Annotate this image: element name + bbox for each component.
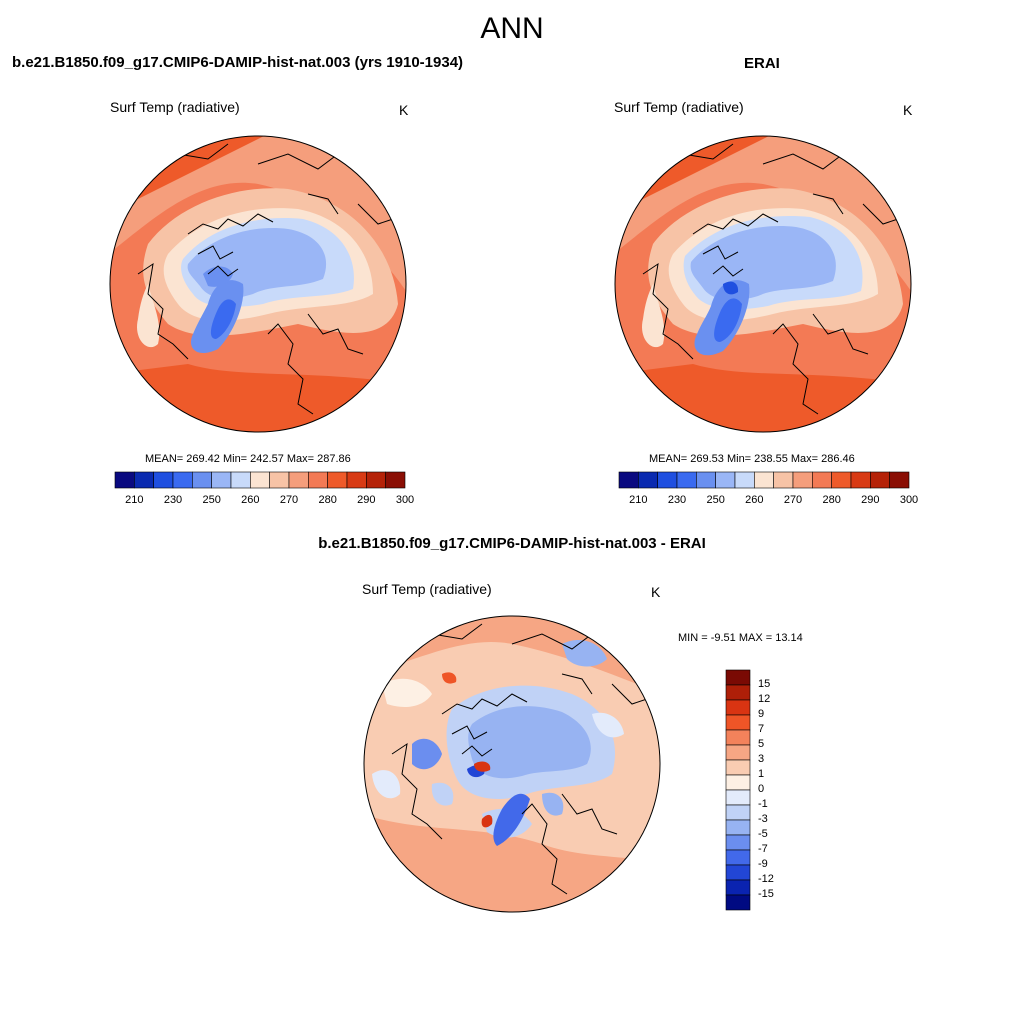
colorbar-panel1-swatch [153, 471, 174, 489]
colorbar-difference-label: 7 [758, 723, 765, 735]
colorbar-panel1-tick-label: 250 [202, 494, 221, 506]
colorbar-panel1-tick-label: 300 [395, 494, 415, 506]
colorbar-panel2-swatch [696, 471, 716, 489]
colorbar-panel1 [114, 471, 406, 489]
colorbar-panel1-swatch [269, 471, 290, 489]
panel1-stats: MEAN= 269.42 Min= 242.57 Max= 287.86 [145, 453, 351, 465]
colorbar-difference-label: -9 [758, 858, 768, 870]
colorbar-panel2-swatch [850, 471, 871, 489]
colorbar-panel1-tick-label: 260 [241, 494, 260, 506]
colorbar-difference-swatch [725, 729, 751, 746]
colorbar-difference-swatch [725, 879, 751, 896]
colorbar-panel2-tick-label: 280 [822, 494, 841, 506]
colorbar-difference-swatch [725, 684, 751, 701]
panel2-units: K [903, 102, 913, 118]
colorbar-panel1-tick-label: 230 [163, 494, 183, 506]
panel1-units: K [399, 102, 409, 118]
colorbar-panel2-swatch [676, 471, 697, 489]
colorbar-difference-label: 0 [758, 783, 765, 795]
colorbar-panel1-swatch [346, 471, 367, 489]
colorbar-difference-swatch [725, 894, 751, 911]
colorbar-panel1-swatch [250, 471, 270, 489]
colorbar-panel2-tick-label: 230 [667, 494, 687, 506]
colorbar-panel1-swatch [192, 471, 212, 489]
page-title: ANN [480, 12, 544, 45]
colorbar-panel2-ticks: 210 230 250 260 270 280 290 300 [619, 494, 918, 508]
colorbar-panel1-ticks: 210 230 250 260 270 280 290 300 [115, 494, 414, 508]
panel3-title: b.e21.B1850.f09_g17.CMIP6-DAMIP-hist-nat… [318, 535, 706, 552]
colorbar-panel2-swatch [734, 471, 755, 489]
panel3-units: K [651, 584, 661, 600]
colorbar-difference-swatch [725, 744, 751, 761]
colorbar-difference-label: -7 [758, 843, 768, 855]
colorbar-difference-swatch [725, 774, 751, 791]
colorbar-panel2-swatch [618, 471, 639, 489]
colorbar-panel2-tick-label: 260 [745, 494, 764, 506]
colorbar-difference-swatch [725, 759, 751, 776]
colorbar-difference-label: -5 [758, 828, 768, 840]
colorbar-difference-swatch [725, 849, 751, 866]
colorbar-panel1-swatch [308, 471, 328, 489]
colorbar-difference-label: -15 [758, 888, 774, 900]
colorbar-difference-swatch [725, 789, 751, 806]
panel2-stats: MEAN= 269.53 Min= 238.55 Max= 286.46 [649, 453, 855, 465]
colorbar-panel2-swatch [792, 471, 813, 489]
colorbar-difference-swatch [725, 714, 751, 731]
colorbar-difference-label: -3 [758, 813, 768, 825]
colorbar-panel2-swatch [773, 471, 794, 489]
colorbar-panel2-tick-label: 250 [706, 494, 725, 506]
colorbar-panel2-swatch [870, 471, 890, 489]
map-panel2 [614, 135, 912, 433]
colorbar-difference-swatch [725, 699, 751, 716]
colorbar-difference-swatch [725, 804, 751, 821]
colorbar-panel1-swatch [288, 471, 309, 489]
colorbar-panel1-swatch [172, 471, 193, 489]
colorbar-difference-label: 1 [758, 768, 765, 780]
panel1-title: b.e21.B1850.f09_g17.CMIP6-DAMIP-hist-nat… [12, 54, 464, 71]
colorbar-panel2-swatch [812, 471, 832, 489]
colorbar-panel2-tick-label: 210 [629, 494, 648, 506]
colorbar-difference-label: -1 [758, 798, 768, 810]
colorbar-difference-label: 15 [758, 678, 771, 690]
panel2-variable: Surf Temp (radiative) [614, 99, 744, 115]
colorbar-difference-label: 9 [758, 708, 765, 720]
colorbar-panel1-tick-label: 270 [279, 494, 299, 506]
panel1-variable: Surf Temp (radiative) [110, 99, 240, 115]
colorbar-panel2-tick-label: 290 [861, 494, 880, 506]
colorbar-panel1-swatch [230, 471, 251, 489]
map-panel3-difference [363, 615, 661, 913]
colorbar-panel2-swatch [831, 471, 852, 489]
colorbar-difference-label: 12 [758, 693, 771, 705]
colorbar-difference-swatch [725, 864, 751, 881]
colorbar-panel1-swatch [385, 471, 406, 489]
colorbar-panel1-swatch [114, 471, 135, 489]
panel2-title: ERAI [744, 55, 780, 72]
colorbar-panel2-swatch [715, 471, 736, 489]
colorbar-difference-label: 5 [758, 738, 765, 750]
colorbar-panel2-swatch [657, 471, 678, 489]
colorbar-difference-swatch [725, 669, 751, 686]
colorbar-panel1-tick-label: 210 [125, 494, 144, 506]
panel3-stats: MIN = -9.51 MAX = 13.14 [678, 632, 803, 644]
colorbar-difference-label: -12 [758, 873, 774, 885]
colorbar-panel2-swatch [754, 471, 774, 489]
colorbar-panel2-swatch [638, 471, 658, 489]
colorbar-panel1-swatch [327, 471, 348, 489]
colorbar-panel2-tick-label: 300 [899, 494, 919, 506]
colorbar-panel1-swatch [211, 471, 232, 489]
colorbar-difference [725, 669, 751, 911]
colorbar-difference-swatch [725, 819, 751, 836]
map-panel1 [109, 135, 407, 433]
colorbar-panel2 [618, 471, 910, 489]
colorbar-difference-label: 3 [758, 753, 765, 765]
colorbar-panel1-tick-label: 280 [318, 494, 337, 506]
colorbar-panel2-swatch [889, 471, 910, 489]
colorbar-panel2-tick-label: 270 [783, 494, 803, 506]
colorbar-difference-swatch [725, 834, 751, 851]
colorbar-difference-labels: 15 12 9 7 5 3 1 0 -1 -3 -5 -7 -9 -12 -15 [758, 670, 798, 910]
colorbar-panel1-swatch [366, 471, 386, 489]
panel3-variable: Surf Temp (radiative) [362, 581, 492, 597]
colorbar-panel1-swatch [134, 471, 154, 489]
colorbar-panel1-tick-label: 290 [357, 494, 376, 506]
